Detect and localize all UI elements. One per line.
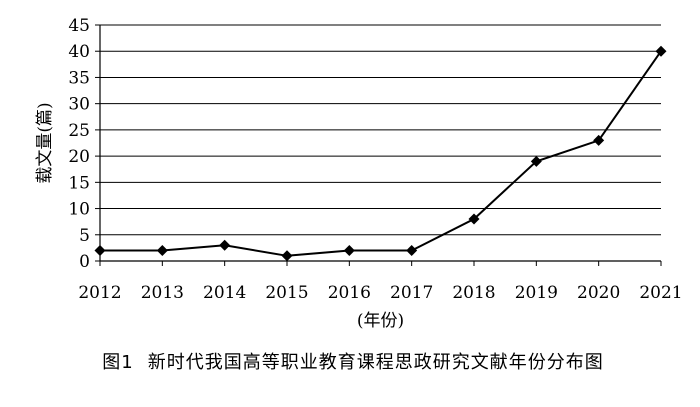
- y-tick-label: 45: [68, 16, 90, 36]
- data-point: [406, 245, 418, 257]
- figure-number: 图1: [102, 352, 134, 373]
- data-point: [219, 239, 231, 251]
- x-tick-labels: 2012 2013 2014 2015 2016 2017 2018 2019 2020 2021: [78, 283, 682, 303]
- data-point: [94, 245, 106, 257]
- data-point: [593, 134, 605, 146]
- x-tick-label: 2019: [515, 283, 558, 303]
- y-tick-label: 40: [68, 42, 90, 62]
- x-tick-label: 2021: [639, 283, 682, 303]
- x-axis-label: (年份): [357, 311, 404, 331]
- series: [94, 45, 667, 262]
- x-tick-label: 2016: [328, 283, 371, 303]
- y-tick-label: 20: [68, 147, 90, 167]
- y-tick-label: 0: [79, 252, 90, 272]
- data-point: [468, 213, 480, 225]
- grid-lines: [100, 24, 661, 236]
- y-tick-label: 10: [68, 200, 90, 220]
- x-tick-label: 2014: [203, 283, 246, 303]
- y-tick-label: 30: [68, 95, 90, 115]
- y-axis-label: 载文量(篇): [35, 102, 55, 183]
- data-point: [281, 250, 293, 262]
- y-tick-label: 5: [79, 226, 90, 246]
- y-tick-label: 35: [68, 68, 90, 88]
- x-tick-label: 2012: [78, 283, 121, 303]
- data-point: [156, 245, 168, 257]
- y-tick-label: 15: [68, 173, 90, 193]
- y-tick-labels: 0 5 10 15 20 25 30 35 40 45: [68, 16, 90, 272]
- x-tick-label: 2020: [577, 283, 620, 303]
- data-point: [343, 245, 355, 257]
- series-line: [100, 50, 662, 257]
- x-tick-label: 2017: [390, 283, 433, 303]
- x-tick-label: 2013: [141, 283, 184, 303]
- figure-caption-text: 新时代我国高等职业教育课程思政研究文献年份分布图: [147, 352, 604, 373]
- figure-caption: 图1 新时代我国高等职业教育课程思政研究文献年份分布图: [0, 348, 700, 374]
- y-tick-label: 25: [68, 121, 90, 141]
- data-point: [530, 155, 542, 167]
- axes: [95, 24, 662, 266]
- data-point: [655, 45, 667, 57]
- x-tick-label: 2015: [265, 283, 308, 303]
- x-tick-label: 2018: [452, 283, 495, 303]
